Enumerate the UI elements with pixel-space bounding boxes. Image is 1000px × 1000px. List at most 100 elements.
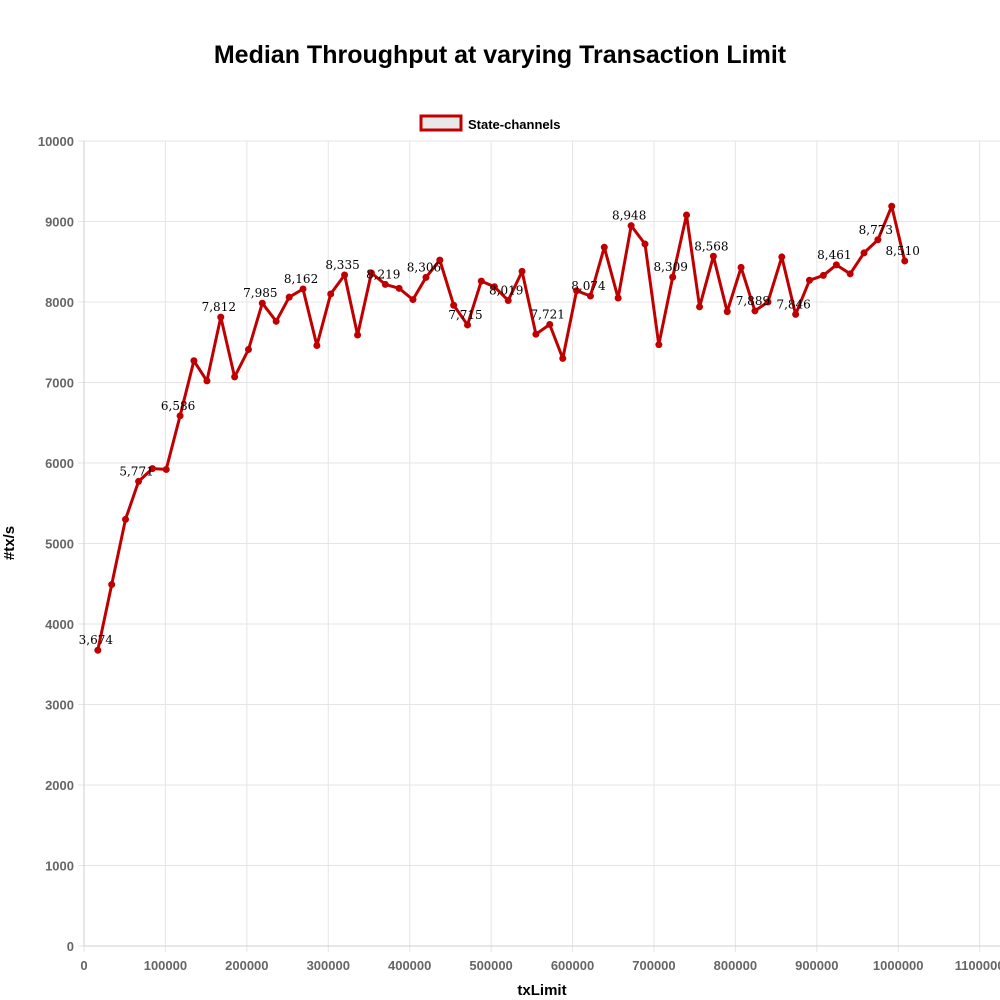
x-tick-label: 400000	[388, 958, 431, 973]
data-point[interactable]	[422, 273, 430, 281]
legend-label: State-channels	[468, 117, 560, 132]
data-label: 7,812	[202, 300, 236, 314]
data-label: 3,674	[79, 633, 114, 647]
data-point[interactable]	[354, 331, 362, 339]
data-point[interactable]	[217, 313, 225, 321]
data-point[interactable]	[436, 256, 444, 264]
data-label: 8,074	[571, 279, 606, 293]
data-point[interactable]	[341, 271, 349, 279]
data-point[interactable]	[162, 465, 170, 473]
data-point[interactable]	[846, 270, 854, 278]
data-point[interactable]	[244, 345, 252, 353]
x-axis-title: txLimit	[517, 982, 566, 999]
data-point[interactable]	[367, 269, 375, 277]
data-point[interactable]	[285, 293, 293, 301]
data-point[interactable]	[490, 283, 498, 291]
data-point[interactable]	[669, 273, 677, 281]
data-label: 8,335	[325, 258, 359, 272]
data-point[interactable]	[463, 321, 471, 329]
data-point[interactable]	[614, 294, 622, 302]
data-label: 8,773	[859, 223, 893, 237]
legend[interactable]: State-channels	[419, 114, 560, 132]
y-tick-label: 10000	[38, 134, 74, 149]
y-axis-title: #tx/s	[1, 526, 18, 560]
data-point[interactable]	[203, 377, 211, 385]
y-tick-label: 7000	[45, 376, 74, 391]
data-point[interactable]	[231, 373, 239, 381]
data-point[interactable]	[559, 354, 567, 362]
x-tick-label: 900000	[795, 958, 838, 973]
data-point[interactable]	[888, 202, 896, 210]
data-point[interactable]	[723, 308, 731, 316]
data-point[interactable]	[805, 276, 813, 284]
data-label: 8,510	[886, 244, 920, 258]
data-label: 8,306	[407, 260, 441, 274]
series-state-channels	[94, 202, 909, 654]
y-axis-ticks: 0 1000 2000 3000 4000 5000 6000 7000 8000 9000 100…	[38, 134, 74, 954]
data-point[interactable]	[327, 290, 335, 298]
data-label: 8,948	[612, 209, 646, 223]
y-tick-label: 9000	[45, 215, 74, 230]
series-line	[96, 204, 907, 651]
y-tick-label: 0	[67, 939, 74, 954]
data-point[interactable]	[148, 465, 156, 473]
data-point[interactable]	[627, 222, 635, 230]
data-point[interactable]	[381, 280, 389, 288]
data-label: 8,162	[284, 272, 318, 286]
data-point[interactable]	[696, 303, 704, 311]
data-point[interactable]	[641, 240, 649, 248]
data-point[interactable]	[600, 243, 608, 251]
data-point[interactable]	[832, 261, 840, 269]
legend-swatch	[419, 114, 463, 132]
data-point[interactable]	[176, 412, 184, 420]
data-point[interactable]	[395, 284, 403, 292]
data-label: 7,721	[531, 307, 565, 321]
x-tick-label: 700000	[632, 958, 675, 973]
data-point[interactable]	[764, 298, 772, 306]
data-label: 8,309	[654, 260, 688, 274]
x-tick-label: 800000	[714, 958, 757, 973]
data-point[interactable]	[655, 341, 663, 349]
grid	[78, 140, 1000, 952]
data-point[interactable]	[546, 320, 554, 328]
y-tick-label: 6000	[45, 456, 74, 471]
data-point[interactable]	[792, 310, 800, 318]
data-point[interactable]	[709, 252, 717, 260]
x-tick-label: 500000	[469, 958, 512, 973]
data-point[interactable]	[299, 285, 307, 293]
data-point[interactable]	[504, 296, 512, 304]
data-point[interactable]	[477, 277, 485, 285]
data-point[interactable]	[778, 253, 786, 261]
y-tick-label: 2000	[45, 778, 74, 793]
data-point[interactable]	[450, 301, 458, 309]
data-point[interactable]	[683, 211, 691, 219]
data-point[interactable]	[860, 249, 868, 257]
data-point[interactable]	[874, 236, 882, 244]
data-point[interactable]	[135, 477, 143, 485]
x-tick-label: 0	[80, 958, 87, 973]
data-point[interactable]	[586, 292, 594, 300]
data-label: 8,219	[366, 267, 400, 281]
y-tick-label: 3000	[45, 698, 74, 713]
data-point[interactable]	[409, 296, 417, 304]
data-point[interactable]	[313, 341, 321, 349]
x-tick-label: 600000	[551, 958, 594, 973]
data-point[interactable]	[518, 267, 526, 275]
data-point[interactable]	[108, 581, 116, 589]
axes	[83, 141, 1000, 947]
data-label: 6,586	[161, 399, 195, 413]
data-point[interactable]	[532, 330, 540, 338]
data-point[interactable]	[122, 515, 130, 523]
data-point[interactable]	[737, 263, 745, 271]
data-point[interactable]	[272, 317, 280, 325]
data-point[interactable]	[751, 307, 759, 315]
data-point[interactable]	[94, 646, 102, 654]
data-point[interactable]	[901, 257, 909, 265]
data-point[interactable]	[819, 271, 827, 279]
data-label: 8,019	[489, 283, 523, 297]
data-point[interactable]	[573, 287, 581, 295]
x-tick-label: 200000	[225, 958, 268, 973]
data-point[interactable]	[258, 299, 266, 307]
data-point[interactable]	[190, 357, 198, 365]
